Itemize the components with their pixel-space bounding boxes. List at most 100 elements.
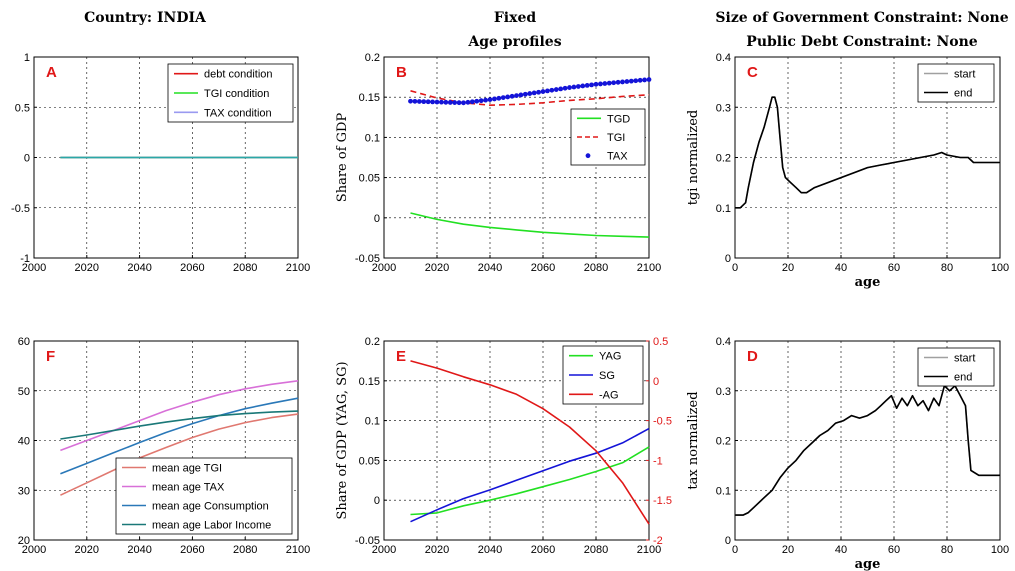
series-point: [637, 77, 643, 83]
y-tick-label: 0.3: [716, 386, 731, 398]
y-tick-label: 0.1: [716, 203, 731, 215]
x-tick-label: 40: [835, 544, 847, 556]
legend-label: TAX condition: [204, 107, 272, 119]
series-point: [492, 96, 497, 102]
x-tick-label: 2020: [425, 262, 449, 274]
header-country: Country: INDIA: [84, 10, 206, 26]
series-point: [421, 99, 427, 105]
y-tick-label: 30: [18, 485, 30, 497]
y-tick-label: -0.05: [355, 253, 380, 265]
series-point: [540, 89, 546, 94]
series-point: [416, 99, 422, 104]
series-point: [500, 95, 506, 101]
y-tick-label: 0.05: [359, 455, 380, 467]
series-point: [549, 87, 555, 93]
series-point: [434, 99, 440, 105]
panel-a: 2000 2020 2040 2060 2080 2100 -1 -0.5 0 0.5 1 A debt…: [11, 52, 310, 274]
series-line: [60, 397, 299, 475]
x-tick-label: 2000: [22, 544, 46, 556]
series-point: [602, 81, 608, 86]
panel-letter: B: [396, 64, 407, 81]
panel-letter: F: [46, 348, 55, 365]
y-tick-label: 0: [725, 535, 731, 547]
series-point: [509, 93, 515, 99]
x-tick-label: 2020: [425, 544, 449, 556]
series-line: [410, 212, 650, 238]
series-point: [439, 99, 444, 105]
legend-label: TGI: [607, 132, 625, 144]
series-point: [567, 85, 572, 90]
series-point: [412, 98, 418, 104]
y2-tick-label: -0.5: [653, 416, 672, 428]
y-tick-label: 0.2: [716, 436, 731, 448]
series-line: [60, 380, 299, 452]
series-point: [518, 92, 524, 98]
series-point: [496, 95, 502, 101]
x-tick-label: 40: [835, 262, 847, 274]
x-tick-label: 2080: [233, 262, 257, 274]
y-tick-label: 0.2: [365, 336, 380, 348]
panel-e: 2000 2020 2040 2060 2080 2100 -0.05 0 0.05 0.1 0.1…: [335, 336, 672, 556]
x-axis-label: age: [855, 557, 881, 571]
legend-label: SG: [599, 370, 615, 382]
legend-marker: [585, 153, 591, 159]
x-tick-label: 2100: [637, 262, 661, 274]
y-tick-label: 0.4: [716, 52, 731, 64]
legend-label: -AG: [599, 389, 619, 401]
legend-box: [115, 457, 293, 535]
y-tick-label: 0.15: [359, 376, 380, 388]
x-tick-label: 2100: [637, 544, 661, 556]
y2-tick-label: 0: [653, 376, 659, 388]
legend-label: TAX: [607, 151, 628, 163]
y-tick-label: 0: [374, 495, 380, 507]
series-point: [571, 84, 577, 90]
y-axis-label: Share of GDP (YAG, SG): [335, 361, 350, 519]
legend: mean age TGI mean age TAX mean age Consump…: [115, 457, 293, 535]
series-point: [522, 91, 528, 97]
series-point: [593, 81, 599, 87]
x-tick-label: 2080: [233, 544, 257, 556]
legend-label: mean age TAX: [152, 482, 225, 494]
series-point: [584, 83, 590, 88]
panel-letter: E: [396, 348, 406, 365]
legend: TGD TGI TAX: [570, 108, 646, 166]
x-tick-label: 2020: [75, 544, 99, 556]
panel-f: 2000 2020 2040 2060 2080 2100 20 30 40 50 60 Fmean …: [18, 336, 310, 556]
x-tick-label: 80: [941, 544, 953, 556]
legend-label: mean age Consumption: [152, 501, 269, 513]
y-tick-label: 50: [18, 386, 30, 398]
legend-label: TGI condition: [204, 88, 269, 100]
y-tick-label: 20: [18, 535, 30, 547]
y2-tick-label: -2: [653, 535, 663, 547]
series-line: [410, 427, 650, 523]
y-tick-label: -0.5: [11, 203, 30, 215]
y-tick-label: 0.4: [716, 336, 731, 348]
y2-tick-label: -1: [653, 455, 663, 467]
series-point: [478, 98, 484, 104]
series-point: [430, 99, 435, 105]
x-tick-label: 100: [991, 262, 1009, 274]
x-tick-label: 2100: [286, 544, 310, 556]
header-mode: Fixed: [493, 10, 537, 26]
panel-d: 0 20 40 60 80 100 0 0.1 0.2 0.3 0.4 tax normalized a…: [686, 336, 1009, 571]
y-tick-label: 0.1: [365, 132, 380, 144]
legend: start end: [917, 347, 995, 387]
y2-tick-label: 0.5: [653, 336, 668, 348]
series-point: [487, 97, 493, 103]
series-point: [474, 98, 480, 104]
series-point: [447, 100, 453, 105]
x-tick-label: 2020: [75, 262, 99, 274]
series-point: [443, 99, 449, 105]
series-line: [735, 385, 1000, 516]
panel-letter: A: [46, 64, 57, 81]
series-point: [642, 77, 647, 83]
x-axis-label: age: [855, 275, 881, 290]
y-axis-label: Share of GDP: [335, 113, 350, 203]
series-point: [425, 99, 431, 105]
series-line: [60, 410, 299, 440]
x-tick-label: 60: [888, 544, 900, 556]
legend: debt condition TGI condition TAX condition: [167, 63, 294, 123]
series-line: [60, 413, 299, 496]
series-point: [483, 97, 488, 103]
